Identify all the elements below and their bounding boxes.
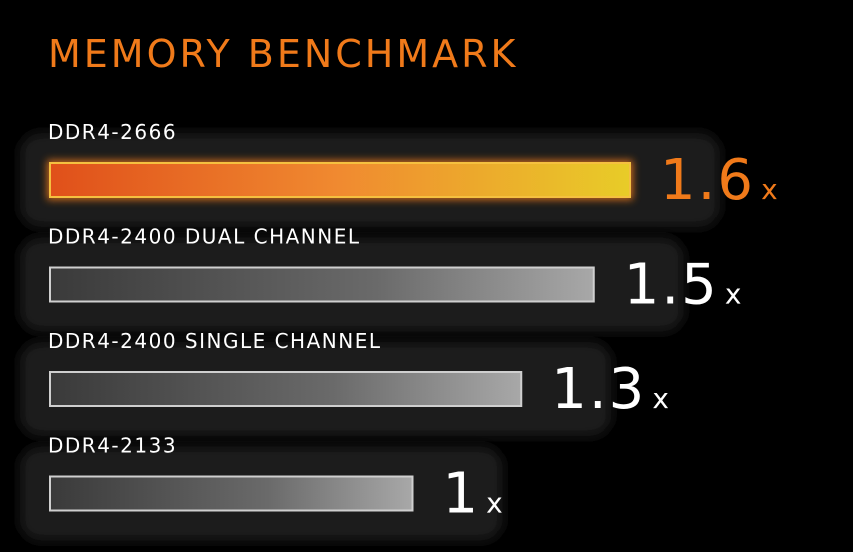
bar [49, 475, 414, 512]
value-suffix: x [761, 173, 780, 206]
value-number: 1.3 [551, 357, 646, 422]
category-label: DDR4-2400 SINGLE CHANNEL [48, 329, 381, 353]
category-label: DDR4-2133 [48, 434, 177, 458]
value-label: 1.6 x [660, 148, 780, 213]
category-label: DDR4-2666 [48, 120, 177, 144]
bar [49, 371, 523, 407]
value-suffix: x [486, 487, 505, 520]
value-suffix: x [652, 382, 671, 415]
value-suffix: x [725, 278, 744, 311]
category-label: DDR4-2400 DUAL CHANNEL [48, 225, 361, 249]
value-label: 1.5 x [624, 253, 744, 318]
value-number: 1 [443, 462, 481, 527]
value-label: 1.3 x [551, 357, 671, 422]
chart-title: MEMORY BENCHMARK [48, 32, 518, 76]
value-number: 1.5 [624, 253, 719, 318]
bar [49, 162, 631, 198]
bar [49, 266, 595, 303]
value-number: 1.6 [660, 148, 755, 213]
